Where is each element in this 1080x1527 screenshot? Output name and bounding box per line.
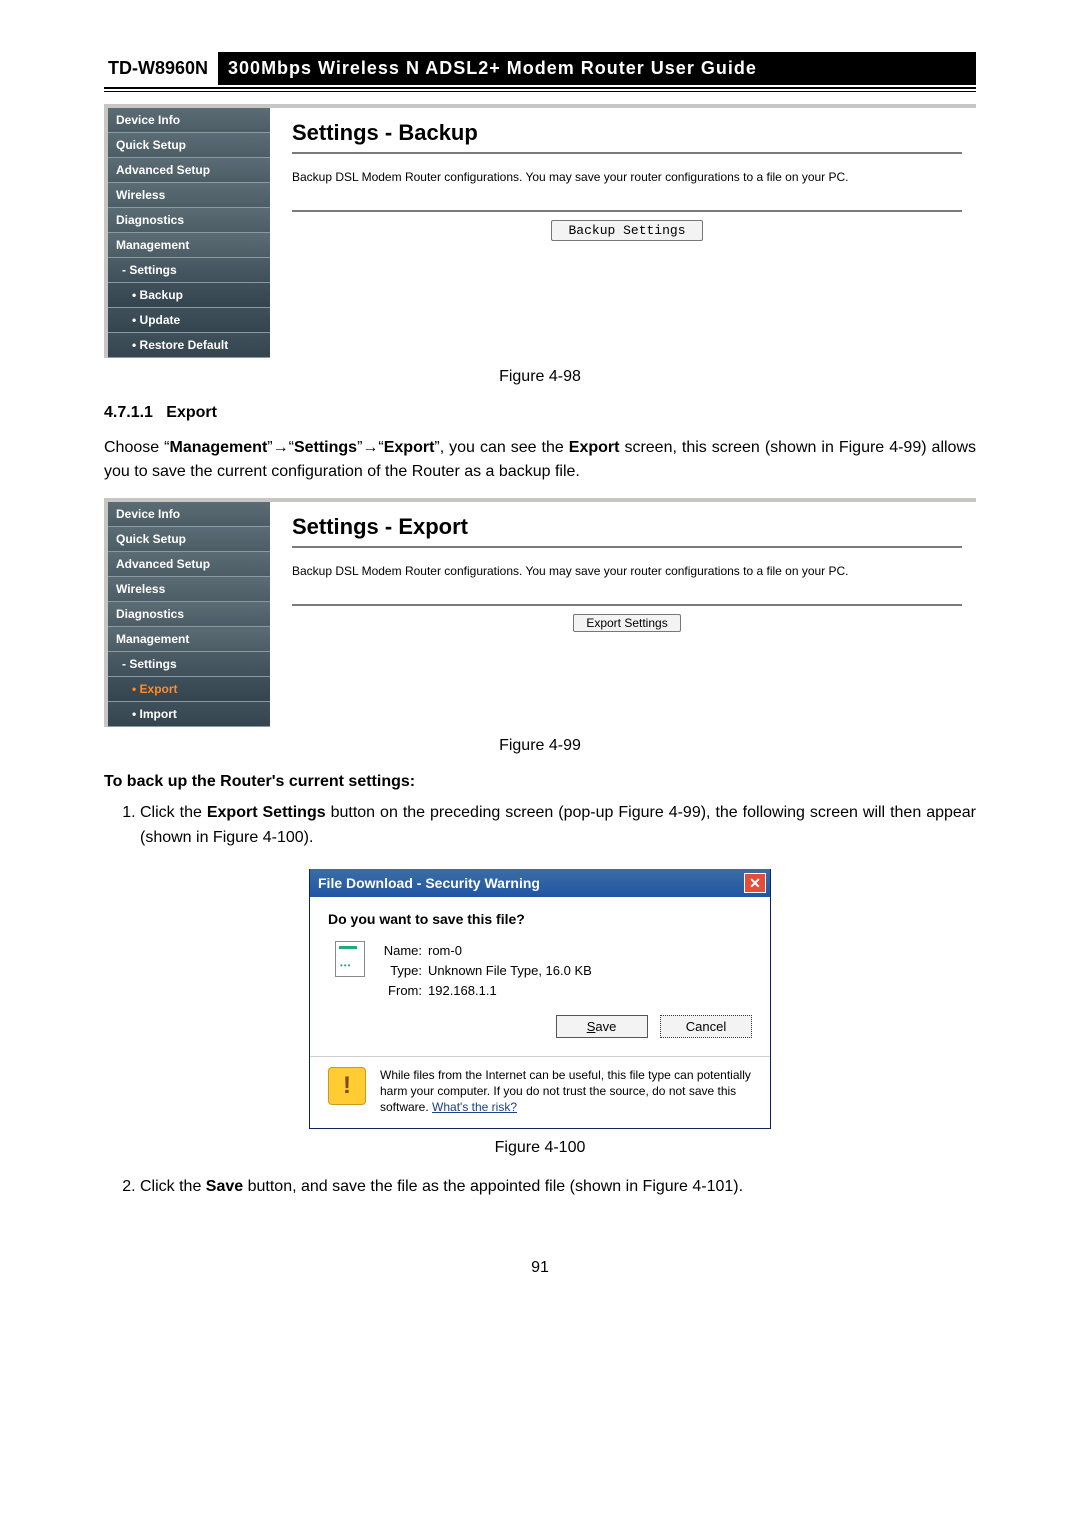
dialog-info-row: ••• Name:rom-0 Type:Unknown File Type, 1… <box>328 941 752 1001</box>
dialog-titlebar: File Download - Security Warning ✕ <box>310 869 770 897</box>
doc-title: 300Mbps Wireless N ADSL2+ Modem Router U… <box>218 52 976 85</box>
doc-header: TD-W8960N 300Mbps Wireless N ADSL2+ Mode… <box>104 52 976 85</box>
button-name: Export Settings <box>207 804 326 821</box>
sidebar-item[interactable]: Management <box>108 627 270 652</box>
header-rule-thin <box>104 91 976 92</box>
sidebar-item-active[interactable]: Export <box>108 677 270 702</box>
sidebar-item[interactable]: Wireless <box>108 577 270 602</box>
dialog-warning: ! While files from the Internet can be u… <box>310 1056 770 1128</box>
name-value: rom-0 <box>428 943 462 958</box>
text: Choose “ <box>104 439 169 456</box>
subheading: To back up the Router's current settings… <box>104 773 976 791</box>
sidebar-item[interactable]: Management <box>108 233 270 258</box>
text: Click the <box>140 1178 206 1195</box>
sidebar-item[interactable]: Device Info <box>108 502 270 527</box>
arrow: → <box>362 439 378 456</box>
screenshot-backup: Device Info Quick Setup Advanced Setup W… <box>104 104 976 358</box>
sidebar-item[interactable]: Settings <box>108 652 270 677</box>
steps-list-2: Click the Save button, and save the file… <box>104 1175 976 1200</box>
pane-desc: Backup DSL Modem Router configurations. … <box>292 564 962 578</box>
sidebar: Device Info Quick Setup Advanced Setup W… <box>108 502 270 727</box>
step-1: Click the Export Settings button on the … <box>140 801 976 851</box>
menu-path: Export <box>384 439 435 456</box>
pane-rule <box>292 546 962 548</box>
sidebar-item[interactable]: Restore Default <box>108 333 270 358</box>
figure-caption: Figure 4-98 <box>104 368 976 386</box>
page-number: 91 <box>104 1259 976 1277</box>
sidebar-item[interactable]: Advanced Setup <box>108 158 270 183</box>
arrow: → <box>273 439 289 456</box>
file-details: Name:rom-0 Type:Unknown File Type, 16.0 … <box>372 941 592 1001</box>
figure-caption: Figure 4-99 <box>104 737 976 755</box>
backup-button[interactable]: Backup Settings <box>551 220 702 241</box>
pane-title: Settings - Export <box>292 514 962 540</box>
close-button[interactable]: ✕ <box>744 873 766 893</box>
content-pane: Settings - Export Backup DSL Modem Route… <box>270 502 976 727</box>
sidebar-item[interactable]: Settings <box>108 258 270 283</box>
section-title: Export <box>166 404 217 421</box>
button-name: Save <box>206 1178 243 1195</box>
text: ”, you can see the <box>434 439 568 456</box>
text: button, and save the file as the appoint… <box>243 1178 743 1195</box>
dialog-wrap: File Download - Security Warning ✕ Do yo… <box>104 869 976 1129</box>
header-rule <box>104 87 976 89</box>
dialog-buttons: Save Cancel <box>328 1001 752 1054</box>
section-heading: 4.7.1.1 Export <box>104 404 976 422</box>
sidebar-item[interactable]: Device Info <box>108 108 270 133</box>
sidebar-item[interactable]: Quick Setup <box>108 133 270 158</box>
text: ave <box>595 1019 616 1034</box>
warning-icon: ! <box>328 1067 366 1105</box>
menu-path: Management <box>169 439 267 456</box>
cancel-button[interactable]: Cancel <box>660 1015 752 1038</box>
figure-caption: Figure 4-100 <box>104 1139 976 1157</box>
dialog-title: File Download - Security Warning <box>318 875 540 891</box>
warning-text: While files from the Internet can be use… <box>380 1067 752 1116</box>
file-icon: ••• <box>328 941 372 1001</box>
name-label: Name: <box>372 941 428 961</box>
dialog-body: Do you want to save this file? ••• Name:… <box>310 897 770 1056</box>
export-button[interactable]: Export Settings <box>573 614 680 632</box>
sidebar-item[interactable]: Diagnostics <box>108 602 270 627</box>
sidebar-item[interactable]: Diagnostics <box>108 208 270 233</box>
section-number: 4.7.1.1 <box>104 404 153 421</box>
pane-rule <box>292 152 962 154</box>
dialog-question: Do you want to save this file? <box>328 911 752 927</box>
step-2: Click the Save button, and save the file… <box>140 1175 976 1200</box>
pane-title: Settings - Backup <box>292 120 962 146</box>
file-download-dialog: File Download - Security Warning ✕ Do yo… <box>309 869 771 1129</box>
menu-path: Settings <box>294 439 357 456</box>
steps-list: Click the Export Settings button on the … <box>104 801 976 851</box>
content-pane: Settings - Backup Backup DSL Modem Route… <box>270 108 976 358</box>
section-para: Choose “Management”→“Settings”→“Export”,… <box>104 436 976 484</box>
sidebar-item[interactable]: Update <box>108 308 270 333</box>
sidebar-item[interactable]: Advanced Setup <box>108 552 270 577</box>
from-label: From: <box>372 981 428 1001</box>
model-number: TD-W8960N <box>104 52 218 85</box>
type-value: Unknown File Type, 16.0 KB <box>428 963 592 978</box>
from-value: 192.168.1.1 <box>428 983 497 998</box>
type-label: Type: <box>372 961 428 981</box>
sidebar-item[interactable]: Wireless <box>108 183 270 208</box>
sidebar-item[interactable]: Backup <box>108 283 270 308</box>
sidebar-item[interactable]: Quick Setup <box>108 527 270 552</box>
sidebar: Device Info Quick Setup Advanced Setup W… <box>108 108 270 358</box>
risk-link[interactable]: What's the risk? <box>432 1100 517 1114</box>
screenshot-export: Device Info Quick Setup Advanced Setup W… <box>104 498 976 727</box>
sidebar-item[interactable]: Import <box>108 702 270 727</box>
menu-path: Export <box>569 439 620 456</box>
save-button[interactable]: Save <box>556 1015 648 1038</box>
document-page: TD-W8960N 300Mbps Wireless N ADSL2+ Mode… <box>0 0 1080 1317</box>
button-row: Backup Settings <box>292 210 962 241</box>
pane-desc: Backup DSL Modem Router configurations. … <box>292 170 962 184</box>
button-row: Export Settings <box>292 604 962 632</box>
text: Click the <box>140 804 207 821</box>
